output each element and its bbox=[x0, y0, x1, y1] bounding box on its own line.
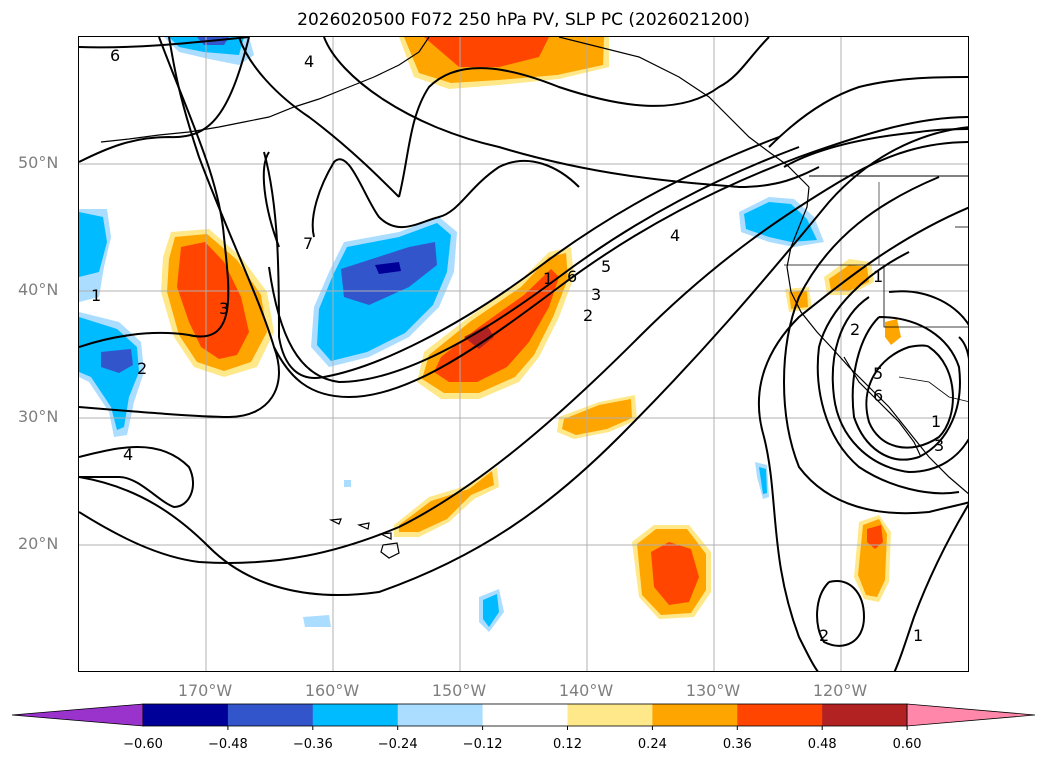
lon-label-150w: 150°W bbox=[431, 681, 487, 700]
contour-labels: 6 4 1 3 2 4 7 1 6 5 3 2 4 1 2 5 6 1 3 2 … bbox=[91, 46, 944, 645]
hawaii-islands bbox=[328, 518, 400, 559]
colorbar-segment bbox=[397, 704, 484, 726]
pv-anomaly-fills bbox=[79, 37, 901, 632]
lat-label-40n: 40°N bbox=[18, 280, 59, 299]
contour-label: 1 bbox=[873, 267, 883, 286]
colorbar-tick-label: −0.12 bbox=[462, 737, 503, 752]
lon-label-160w: 160°W bbox=[304, 681, 360, 700]
contour-label: 6 bbox=[873, 386, 883, 405]
colorbar-segment bbox=[737, 704, 823, 726]
contour-label: 1 bbox=[543, 269, 553, 288]
contour-label: 2 bbox=[137, 359, 147, 378]
colorbar-segment bbox=[312, 704, 399, 726]
contour-label: 5 bbox=[601, 257, 611, 276]
lon-label-120w: 120°W bbox=[812, 681, 868, 700]
contour-label: 1 bbox=[931, 412, 941, 431]
colorbar-tick-label: 0.24 bbox=[637, 737, 667, 752]
colorbar-frame bbox=[142, 703, 908, 727]
coastlines bbox=[100, 37, 968, 495]
colorbar-tick-label: 0.36 bbox=[722, 737, 752, 752]
contour-label: 4 bbox=[304, 52, 314, 71]
colorbar-segment bbox=[227, 704, 314, 726]
colorbar bbox=[11, 703, 1036, 730]
map-panel[interactable]: 6 4 1 3 2 4 7 1 6 5 3 2 4 1 2 5 6 1 3 2 … bbox=[78, 36, 969, 672]
map-svg: 6 4 1 3 2 4 7 1 6 5 3 2 4 1 2 5 6 1 3 2 … bbox=[79, 37, 968, 671]
lon-label-170w: 170°W bbox=[177, 681, 233, 700]
lat-label-20n: 20°N bbox=[18, 534, 59, 553]
colorbar-tick-label: 0.48 bbox=[807, 737, 837, 752]
colorbar-extend-low bbox=[11, 703, 144, 727]
colorbar-segment bbox=[143, 704, 229, 726]
contour-label: 3 bbox=[219, 299, 229, 318]
contour-label: 1 bbox=[91, 286, 101, 305]
map-title: 2026020500 F072 250 hPa PV, SLP PC (2026… bbox=[297, 10, 750, 30]
colorbar-tick-label: 0.60 bbox=[892, 737, 922, 752]
contour-label: 4 bbox=[123, 445, 133, 464]
colorbar-segment bbox=[567, 704, 653, 726]
contour-label: 6 bbox=[110, 46, 120, 65]
colorbar-tick-label: −0.36 bbox=[292, 737, 333, 752]
contour-label: 7 bbox=[303, 234, 313, 253]
contour-label: 3 bbox=[934, 436, 944, 455]
contour-label: 5 bbox=[873, 364, 883, 383]
colorbar-tick-label: 0.12 bbox=[553, 737, 582, 752]
contour-label: 2 bbox=[850, 320, 860, 339]
colorbar-segment bbox=[482, 704, 568, 726]
contour-label: 3 bbox=[591, 285, 601, 304]
colorbar-tick-label: −0.48 bbox=[207, 737, 248, 752]
contour-label: 2 bbox=[583, 306, 593, 325]
contour-label: 4 bbox=[670, 226, 680, 245]
lon-label-130w: 130°W bbox=[685, 681, 741, 700]
slp-contours bbox=[79, 37, 968, 671]
lat-label-30n: 30°N bbox=[18, 407, 59, 426]
colorbar-tick-label: −0.60 bbox=[123, 737, 163, 752]
lat-label-50n: 50°N bbox=[18, 153, 59, 172]
contour-label: 6 bbox=[567, 267, 577, 286]
lon-label-140w: 140°W bbox=[558, 681, 614, 700]
colorbar-extend-high bbox=[906, 703, 1036, 727]
contour-label: 1 bbox=[913, 626, 923, 645]
colorbar-tick-label: −0.24 bbox=[377, 737, 418, 752]
colorbar-segment bbox=[822, 704, 908, 726]
contour-label: 2 bbox=[819, 626, 829, 645]
colorbar-segment bbox=[652, 704, 738, 726]
